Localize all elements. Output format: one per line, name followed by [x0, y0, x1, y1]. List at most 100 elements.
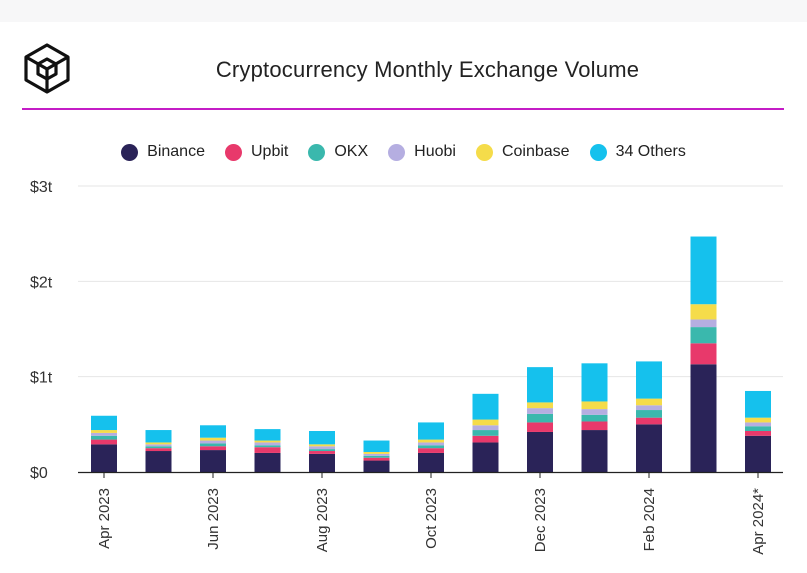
- bar-segment-binance: [745, 435, 771, 472]
- bar-segment-34-others: [418, 422, 444, 440]
- bar-segment-huobi: [527, 408, 553, 414]
- bar-segment-huobi: [91, 432, 117, 436]
- bar-segment-coinbase: [91, 430, 117, 433]
- legend-item-34-others[interactable]: 34 Others: [589, 143, 686, 161]
- bar-segment-binance: [145, 451, 172, 472]
- bar-segment-okx: [527, 413, 553, 423]
- legend-label: OKX: [334, 143, 369, 160]
- bar-segment-coinbase: [363, 451, 390, 454]
- bar-segment-coinbase: [418, 439, 444, 443]
- bar-segment-okx: [309, 449, 335, 452]
- bar-segment-binance: [527, 431, 553, 472]
- bar-segment-upbit: [745, 431, 771, 436]
- bar-segment-upbit: [309, 451, 335, 454]
- bar-segment-binance: [690, 364, 717, 472]
- bar-segment-huobi: [745, 422, 771, 427]
- bar-segment-okx: [363, 455, 390, 458]
- bar-segment-huobi: [309, 446, 335, 450]
- bar-segment-34-others: [745, 390, 771, 418]
- bar-segment-34-others: [309, 431, 335, 445]
- bar-segment-binance: [200, 450, 226, 472]
- bar-segment-coinbase: [636, 398, 662, 406]
- bar-segment-coinbase: [527, 402, 553, 409]
- bar-segment-coinbase: [200, 437, 226, 441]
- legend-item-coinbase[interactable]: Coinbase: [475, 143, 570, 161]
- bar-segment-huobi: [690, 319, 717, 328]
- bar-segment-coinbase: [472, 419, 499, 426]
- bar-segment-34-others: [527, 367, 553, 403]
- bar-segment-coinbase: [690, 304, 717, 320]
- bar-segment-okx: [200, 443, 226, 447]
- bar-segment-34-others: [472, 393, 499, 420]
- legend-label: Coinbase: [501, 143, 570, 160]
- bar-segment-upbit: [418, 448, 444, 453]
- bar-segment-okx: [472, 430, 499, 436]
- bar-segment-okx: [690, 327, 717, 344]
- x-tick-label: Jun 2023: [205, 488, 222, 550]
- x-tick-label: Feb 2024: [641, 488, 658, 551]
- top-bar: [0, 0, 807, 22]
- bar-segment-okx: [581, 414, 608, 422]
- bar-segment-okx: [636, 410, 662, 418]
- bar-segment-34-others: [581, 363, 608, 402]
- legend-swatch: [589, 143, 607, 161]
- y-tick-label: $1t: [30, 370, 53, 387]
- bar-segment-coinbase: [581, 401, 608, 410]
- y-tick-label: $2t: [30, 274, 53, 291]
- legend-item-huobi[interactable]: Huobi: [388, 143, 456, 161]
- bar-segment-upbit: [363, 457, 390, 461]
- bar-segment-upbit: [472, 435, 499, 443]
- bar-segment-okx: [418, 445, 444, 449]
- bar-segment-binance: [418, 452, 444, 472]
- bar-segment-upbit: [636, 417, 662, 425]
- bar-segment-binance: [581, 430, 608, 472]
- legend-swatch: [388, 143, 406, 161]
- bar-segment-34-others: [363, 440, 390, 452]
- bar-segment-okx: [745, 426, 771, 432]
- x-tick-label: Oct 2023: [423, 488, 440, 549]
- bar-segment-huobi: [581, 409, 608, 415]
- bar-segment-upbit: [254, 447, 281, 453]
- bar-segment-binance: [254, 452, 281, 472]
- chart-title: Cryptocurrency Monthly Exchange Volume: [215, 57, 640, 82]
- bar-segment-binance: [309, 453, 335, 472]
- bar-segment-huobi: [472, 425, 499, 431]
- bar-segment-34-others: [690, 236, 717, 305]
- bar-segment-okx: [145, 446, 172, 449]
- legend-item-upbit[interactable]: Upbit: [224, 143, 289, 161]
- bar-segment-huobi: [363, 453, 390, 456]
- bar-segment-huobi: [145, 444, 172, 447]
- chart-legend: Binance Upbit OKX Huobi Coinbase 34 Others: [0, 140, 807, 164]
- chart-header: Cryptocurrency Monthly Exchange Volume: [0, 22, 807, 110]
- bar-segment-binance: [363, 460, 390, 472]
- block-logo-icon: [24, 43, 70, 94]
- bar-segment-okx: [254, 445, 281, 448]
- bar-segment-binance: [91, 444, 117, 472]
- x-tick-label: Aug 2023: [314, 488, 331, 552]
- bar-segment-binance: [472, 442, 499, 472]
- bar-segment-coinbase: [309, 444, 335, 447]
- x-tick-label: Dec 2023: [532, 488, 549, 552]
- bar-segment-34-others: [91, 415, 117, 431]
- bar-segment-34-others: [145, 430, 172, 443]
- legend-item-binance[interactable]: Binance: [121, 143, 205, 161]
- bar-segment-coinbase: [145, 442, 172, 445]
- legend-swatch: [224, 143, 242, 161]
- y-tick-label: $0: [30, 465, 48, 482]
- legend-label: Upbit: [250, 143, 289, 160]
- x-tick-label: Apr 2023: [96, 488, 113, 549]
- bar-segment-okx: [91, 435, 117, 440]
- legend-label: Binance: [147, 143, 205, 160]
- legend-label: Huobi: [414, 143, 456, 160]
- bar-segment-coinbase: [745, 417, 771, 423]
- legend-item-okx[interactable]: OKX: [308, 143, 368, 161]
- bar-segment-upbit: [581, 421, 608, 431]
- bar-segment-34-others: [254, 429, 281, 441]
- legend-swatch: [308, 143, 326, 161]
- bar-segment-34-others: [636, 361, 662, 399]
- bar-segment-huobi: [636, 405, 662, 411]
- y-tick-label: $3t: [30, 179, 53, 196]
- bar-segment-upbit: [200, 446, 226, 451]
- x-tick-label: Apr 2024*: [750, 488, 767, 555]
